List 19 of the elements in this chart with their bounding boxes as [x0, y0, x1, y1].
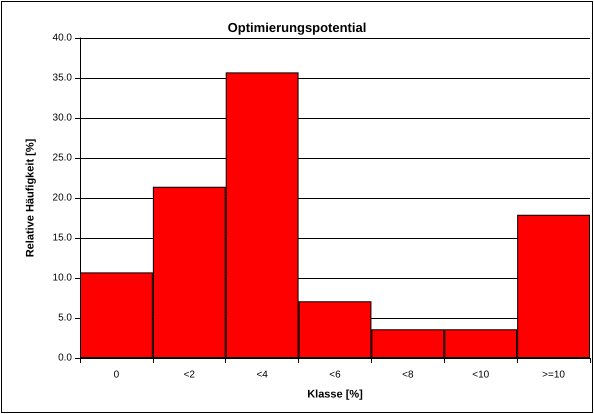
x-tick-label: <8 — [402, 370, 414, 380]
y-tick-label: 30.0 — [52, 112, 72, 124]
y-tick-label: 15.0 — [52, 232, 72, 244]
y-axis-title: Relative Häufigkeit [%] — [24, 138, 36, 258]
y-tick-label: 25.0 — [52, 152, 72, 164]
x-tick-label: <6 — [329, 370, 342, 380]
x-tick-label: >=10 — [542, 370, 566, 380]
y-tick-label: 35.0 — [52, 72, 72, 84]
y-tick-label: 5.0 — [58, 312, 72, 324]
chart-title: Optimierungspotential — [228, 20, 366, 35]
y-tick-label: 10.0 — [52, 272, 72, 284]
y-tick-label: 20.0 — [52, 192, 72, 204]
y-tick-label: 40.0 — [52, 32, 72, 44]
x-tick-label: <4 — [256, 370, 268, 380]
x-axis-title: Klasse [%] — [307, 388, 364, 400]
x-tick-label: 0 — [114, 370, 120, 380]
y-tick-label: 0.0 — [58, 352, 72, 364]
x-tick-label: <2 — [184, 370, 196, 380]
x-tick-label: <10 — [472, 370, 490, 380]
